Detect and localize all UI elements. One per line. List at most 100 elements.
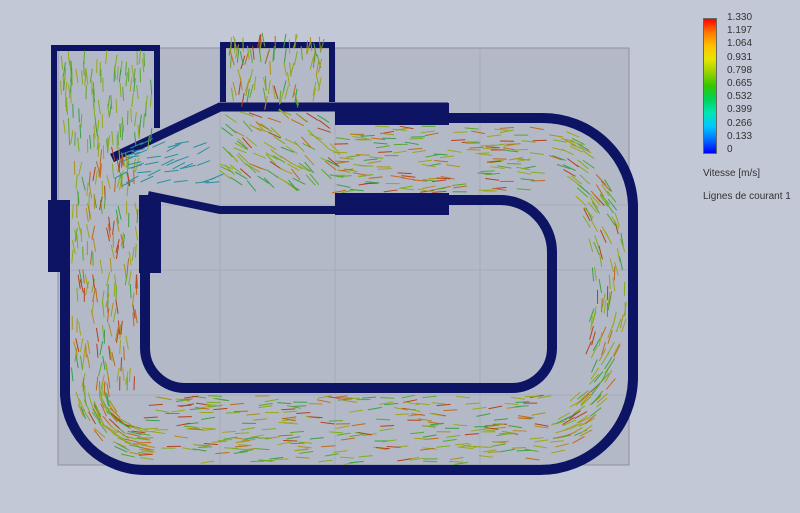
velocity-arrow [125,335,129,350]
velocity-arrow [609,258,615,273]
velocity-arrow [295,456,310,459]
velocity-arrow [421,185,436,189]
velocity-arrow [298,441,313,444]
velocity-arrow [612,313,617,328]
velocity-arrow [464,140,479,144]
left-tower-wall [51,45,160,272]
velocity-arrow [367,160,382,164]
velocity-arrow [604,356,613,370]
velocity-arrow [377,168,392,170]
velocity-arrow [424,424,439,427]
velocity-arrow [434,159,449,163]
velocity-arrow [205,181,220,184]
velocity-arrow [594,235,600,249]
velocity-arrow [140,175,154,183]
velocity-arrow [464,127,479,130]
velocity-arrow [267,117,282,123]
velocity-arrow [595,184,605,197]
velocity-arrow [106,392,110,407]
velocity-arrow [90,309,95,324]
velocity-arrow [119,123,122,138]
velocity-arrow [481,429,496,432]
velocity-arrow [576,142,590,151]
velocity-arrow [309,173,320,186]
velocity-arrow [79,355,84,370]
velocity-arrow [196,160,211,166]
velocity-arrow [128,164,142,169]
velocity-arrow [266,169,279,179]
legend-title: Vitesse [m/s] [703,168,761,179]
velocity-arrow [491,143,506,147]
velocity-arrow [415,402,430,406]
velocity-arrow [278,109,292,116]
velocity-arrow [584,414,597,425]
velocity-arrow [144,427,159,430]
velocity-arrow [619,256,624,271]
velocity-arrow [264,398,279,403]
velocity-arrow [110,302,114,317]
velocity-arrow [492,187,507,191]
velocity-arrow [252,45,255,60]
velocity-arrow [244,436,259,440]
velocity-arrow [141,450,156,453]
velocity-arrow [128,444,143,449]
velocity-arrow [611,216,620,229]
velocity-arrow [129,77,133,92]
velocity-arrow [115,209,120,224]
velocity-arrow [309,55,315,70]
velocity-arrow [533,445,548,449]
velocity-arrow [621,318,627,333]
velocity-arrow [433,153,448,156]
velocity-arrow [248,69,254,83]
velocity-arrow [598,332,603,347]
velocity-arrow [317,395,332,399]
velocity-arrow [569,422,583,430]
velocity-arrow [393,407,408,411]
velocity-arrow [362,396,377,399]
velocity-arrow [118,147,121,162]
velocity-arrow [92,288,96,302]
velocity-arrow [86,182,89,197]
velocity-arrow [239,168,252,179]
velocity-arrow [111,146,116,161]
velocity-arrow [529,126,544,131]
velocity-arrow [591,359,598,373]
velocity-arrow [595,174,607,185]
velocity-arrow [86,224,90,239]
velocity-arrow [258,34,262,49]
velocity-arrow [119,82,122,97]
velocity-arrow [269,456,284,460]
velocity-arrow [179,163,193,170]
velocity-arrow [263,141,277,151]
velocity-arrow [236,48,240,63]
velocity-arrow [590,367,600,380]
velocity-arrow [91,225,96,240]
velocity-arrow [294,448,309,452]
velocity-arrow [106,383,110,398]
velocity-arrow [456,395,471,399]
velocity-arrow [563,169,576,177]
velocity-arrow [529,152,544,155]
channel-inner-wall [140,195,557,393]
velocity-arrow [241,92,245,107]
velocity-arrow [114,171,127,179]
colorbar-tick-label: 0.532 [727,91,753,103]
velocity-arrow [422,179,437,182]
velocity-arrow [443,409,458,412]
velocity-arrow [575,395,586,406]
velocity-arrow [79,338,84,353]
velocity-arrow [604,370,613,383]
velocity-arrow [335,137,351,141]
velocity-arrow [184,395,199,399]
velocity-arrow [379,132,394,136]
velocity-arrow [108,345,111,360]
velocity-arrow [74,227,78,242]
velocity-arrow [569,391,581,402]
velocity-arrow [136,274,138,289]
velocity-arrow [220,166,234,173]
velocity-arrow [317,127,331,133]
velocity-arrow [596,397,608,408]
velocity-arrow [81,176,86,191]
velocity-arrow [101,398,110,412]
velocity-arrow [75,338,80,353]
